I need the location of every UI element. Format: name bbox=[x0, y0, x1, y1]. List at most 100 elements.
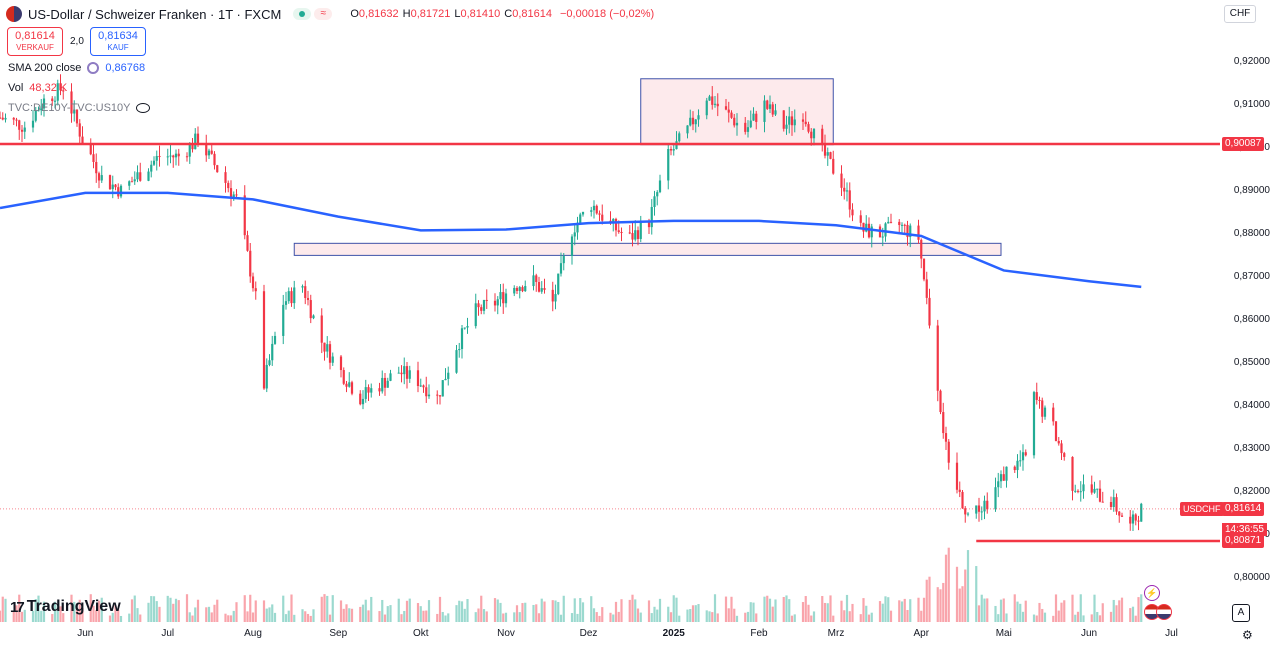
eye-hidden-icon[interactable] bbox=[136, 103, 151, 113]
volume-bar bbox=[906, 610, 909, 622]
volume-bar bbox=[480, 595, 483, 622]
volume-bar bbox=[482, 609, 486, 622]
candle-body bbox=[326, 344, 329, 352]
volume-bar bbox=[845, 594, 849, 622]
candle-body bbox=[493, 300, 497, 306]
candle-body bbox=[1134, 514, 1137, 521]
candle-body bbox=[254, 288, 257, 292]
candle-body bbox=[697, 115, 700, 120]
volume-bar bbox=[672, 595, 675, 622]
volume-bar bbox=[788, 599, 791, 622]
volume-bar bbox=[752, 602, 755, 622]
volume-bar bbox=[460, 601, 464, 622]
candle-body bbox=[1101, 501, 1104, 503]
price-tick-label: 0,82000 bbox=[1233, 486, 1270, 498]
volume-bar bbox=[499, 602, 502, 622]
candle-body bbox=[678, 133, 681, 142]
candle-body bbox=[711, 96, 714, 105]
candle-body bbox=[436, 394, 439, 396]
compare-indicator-legend[interactable]: TVC:DE10Y-TVC:US10Y bbox=[8, 102, 151, 114]
candle-body bbox=[939, 390, 942, 413]
volume-indicator-legend[interactable]: Vol 48,32 K bbox=[8, 82, 67, 94]
volume-bar bbox=[89, 594, 92, 622]
volume-bar bbox=[312, 609, 315, 622]
time-tick-label: Mai bbox=[995, 628, 1012, 639]
volume-bar bbox=[466, 599, 469, 622]
candle-body bbox=[400, 372, 403, 375]
candle-body bbox=[573, 232, 576, 237]
candle-body bbox=[284, 301, 288, 305]
volume-bar bbox=[1074, 614, 1077, 622]
volume-bar bbox=[524, 602, 527, 622]
time-tick-label: 2025 bbox=[662, 628, 685, 639]
volume-bar bbox=[1041, 608, 1044, 622]
candle-body bbox=[1016, 460, 1019, 471]
candle-body bbox=[865, 223, 868, 232]
volume-bar bbox=[1057, 610, 1060, 622]
lightning-event-icon[interactable]: ⚡ bbox=[1144, 585, 1160, 601]
candle-body bbox=[790, 116, 794, 126]
volume-bar bbox=[562, 595, 565, 622]
zone-rectangles bbox=[293, 78, 1002, 256]
sell-button[interactable]: 0,81614 VERKAUF bbox=[7, 27, 63, 56]
time-tick-label: Mrz bbox=[827, 628, 845, 639]
tradingview-logo[interactable]: 17 TradingView bbox=[10, 598, 121, 616]
volume-bar bbox=[1096, 612, 1099, 622]
volume-bar bbox=[840, 600, 843, 622]
candle-body bbox=[810, 131, 813, 139]
volume-bar bbox=[229, 615, 233, 622]
candle-body bbox=[658, 180, 662, 193]
volume-bar bbox=[870, 612, 873, 622]
candle-body bbox=[37, 110, 40, 112]
volume-bar bbox=[851, 603, 854, 622]
volume-bar bbox=[848, 611, 851, 622]
candle-body bbox=[23, 127, 26, 132]
volume-bar bbox=[689, 609, 692, 622]
candle-body bbox=[983, 500, 986, 512]
time-tick-label: Apr bbox=[913, 628, 930, 639]
cycle-icon bbox=[87, 62, 100, 74]
sma-indicator-legend[interactable]: SMA 200 close 0,86768 bbox=[8, 62, 145, 74]
volume-bar bbox=[570, 613, 574, 622]
candle-body bbox=[1013, 466, 1016, 471]
volume-bar bbox=[235, 602, 238, 622]
candle-body bbox=[826, 152, 829, 156]
volume-bar bbox=[323, 594, 326, 622]
candle-body bbox=[997, 481, 1000, 488]
volume-bar bbox=[601, 607, 604, 622]
volume-bar bbox=[581, 602, 585, 622]
candle-body bbox=[900, 224, 904, 226]
current-price-tag: 0,81614 bbox=[1222, 501, 1265, 516]
volume-bar bbox=[986, 598, 989, 622]
volume-bar bbox=[293, 614, 296, 622]
auto-scale-button[interactable]: A bbox=[1232, 604, 1250, 622]
price-tick-label: 0,92000 bbox=[1233, 55, 1270, 67]
candle-body bbox=[496, 299, 499, 306]
candle-body bbox=[782, 110, 785, 129]
price-tick-label: 0,84000 bbox=[1233, 400, 1270, 412]
candle-body bbox=[246, 235, 249, 251]
data-delay-icon: ≈ bbox=[314, 8, 333, 20]
candle-body bbox=[656, 192, 659, 197]
market-open-icon bbox=[293, 8, 312, 20]
volume-bar bbox=[419, 606, 422, 622]
candle-body bbox=[312, 315, 315, 319]
candle-body bbox=[370, 388, 373, 393]
us-event-flag-icon-2[interactable] bbox=[1156, 604, 1172, 620]
symbol-title[interactable]: US-Dollar / Schweizer Franken · 1T · FXC… bbox=[28, 6, 282, 22]
candle-body bbox=[727, 109, 730, 113]
settings-gear-icon[interactable]: ⚙ bbox=[1242, 628, 1253, 642]
candle-body bbox=[1052, 407, 1055, 422]
buy-button[interactable]: 0,81634 KAUF bbox=[90, 27, 146, 56]
volume-bar bbox=[359, 606, 362, 622]
candle-body bbox=[378, 388, 381, 392]
volume-bar bbox=[804, 596, 807, 622]
volume-bars bbox=[0, 547, 1143, 622]
compare-label: TVC:DE10Y-TVC:US10Y bbox=[8, 102, 131, 114]
volume-bar bbox=[887, 597, 890, 622]
volume-bar bbox=[920, 610, 923, 622]
volume-bar bbox=[213, 604, 216, 622]
volume-bar bbox=[532, 604, 535, 622]
currency-selector[interactable]: CHF bbox=[1224, 5, 1256, 23]
